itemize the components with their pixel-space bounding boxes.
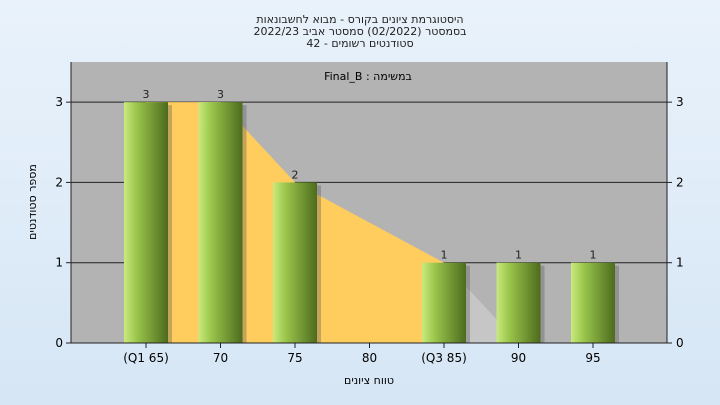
axes: 0 0 1 1 2 2 3 3 (Q1 65) 70 75 80 (Q3 85) 90 95 — [55, 62, 684, 365]
bar-6 — [571, 262, 615, 343]
bar-2 — [273, 182, 317, 343]
x-tick-label-2: 75 — [287, 351, 302, 365]
y-tick-label-left-0: 0 — [55, 336, 63, 350]
y-tick-label-left-3: 3 — [55, 95, 63, 109]
bar-value-label-6: 1 — [590, 249, 597, 262]
bar-4 — [422, 262, 466, 343]
bar-value-label-5: 1 — [515, 249, 522, 262]
x-tick-label-0: (Q1 65) — [123, 351, 169, 365]
x-axis-label: טווח ציונים — [344, 374, 394, 387]
chart-annotation: במשימה : Final_B — [324, 70, 412, 83]
y-tick-label-right-1: 1 — [676, 256, 684, 270]
x-tick-label-3: 80 — [362, 351, 377, 365]
chart-title-line-3: סטודנטים רשומים - 42 — [306, 37, 414, 50]
x-tick-label-5: 90 — [511, 351, 526, 365]
y-tick-label-right-0: 0 — [676, 336, 684, 350]
bar-5 — [496, 262, 541, 343]
bar-value-label-1: 3 — [217, 88, 224, 101]
y-tick-label-right-3: 3 — [676, 95, 684, 109]
bar-value-label-0: 3 — [143, 88, 150, 101]
bar-0 — [124, 102, 168, 344]
x-tick-label-4: (Q3 85) — [421, 351, 467, 365]
chart-title-line-1: היסטוגרמת ציונים בקורס - מבוא לחשבונאות — [256, 13, 464, 26]
area-tail-fill — [444, 262, 593, 343]
bar-series: 3 3 2 1 1 1 — [124, 88, 619, 344]
y-tick-label-right-2: 2 — [676, 175, 684, 189]
bar-value-label-4: 1 — [441, 249, 448, 262]
y-tick-label-left-2: 2 — [55, 175, 63, 189]
x-tick-label-6: 95 — [585, 351, 600, 365]
y-axis-label: מספר סטודנטים — [26, 164, 39, 240]
y-tick-label-left-1: 1 — [55, 256, 63, 270]
chart-title-line-2: בסמסטר (02/2022) סמסטר אביב 2022/23 — [253, 25, 467, 38]
bar-1 — [198, 102, 243, 344]
bar-value-label-2: 2 — [292, 168, 299, 181]
x-tick-label-1: 70 — [213, 351, 228, 365]
